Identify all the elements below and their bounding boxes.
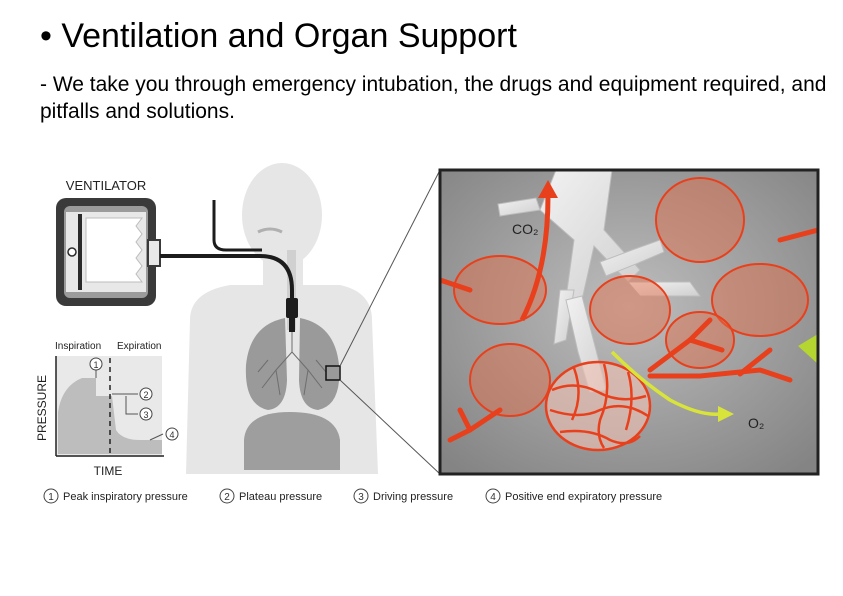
legend-item: 1 Peak inspiratory pressure	[43, 488, 188, 504]
ventilator-label: VENTILATOR	[66, 178, 146, 193]
x-axis-label: TIME	[94, 464, 123, 478]
ventilator-tubing	[160, 254, 294, 300]
body-silhouette	[186, 163, 378, 474]
left-lung	[245, 318, 287, 410]
legend-text: Plateau pressure	[239, 491, 322, 503]
marker-2: 2	[143, 390, 148, 400]
co2-arrow	[519, 195, 551, 322]
legend: 1 Peak inspiratory pressure 2 Plateau pr…	[43, 488, 662, 504]
page-subtitle: - We take you through emergency intubati…	[40, 73, 827, 123]
legend-num: 1	[48, 492, 54, 503]
co2-label: CO₂	[512, 221, 538, 237]
legend-text: Driving pressure	[373, 491, 453, 503]
y-axis-label: PRESSURE	[35, 375, 49, 441]
alveolus	[544, 360, 652, 452]
legend-num: 3	[358, 492, 364, 503]
legend-item: 4 Positive end expiratory pressure	[485, 488, 662, 504]
expiration-label: Expiration	[117, 341, 161, 352]
capillary-clusters	[453, 177, 809, 417]
page-title: • Ventilation and Organ Support	[40, 17, 517, 55]
zoom-source-box	[325, 365, 341, 381]
marker-4: 4	[169, 430, 174, 440]
pressure-waveform	[58, 378, 162, 454]
legend-num: 2	[224, 492, 230, 503]
legend-text: Peak inspiratory pressure	[63, 491, 188, 503]
ventilator-machine	[56, 198, 161, 306]
alveoli-zoom-panel: CO₂ O₂	[438, 168, 820, 476]
pressure-time-graph: Inspiration Expiration PRESSURE TIME 1 2…	[35, 341, 179, 478]
inspiration-label: Inspiration	[55, 341, 101, 352]
legend-item: 2 Plateau pressure	[219, 488, 322, 504]
endotracheal-connector	[286, 298, 298, 318]
legend-text: Positive end expiratory pressure	[505, 491, 662, 503]
marker-3: 3	[143, 410, 148, 420]
o2-label: O₂	[748, 415, 764, 431]
diaphragm	[244, 412, 340, 470]
right-lung	[299, 318, 340, 410]
bronchial-tree	[497, 170, 701, 393]
marker-1: 1	[93, 360, 98, 370]
legend-item: 3 Driving pressure	[353, 488, 453, 504]
o2-inflow-arrow	[798, 334, 818, 364]
blood-vessels	[440, 227, 818, 443]
legend-num: 4	[490, 492, 496, 503]
o2-arrow	[610, 350, 721, 416]
